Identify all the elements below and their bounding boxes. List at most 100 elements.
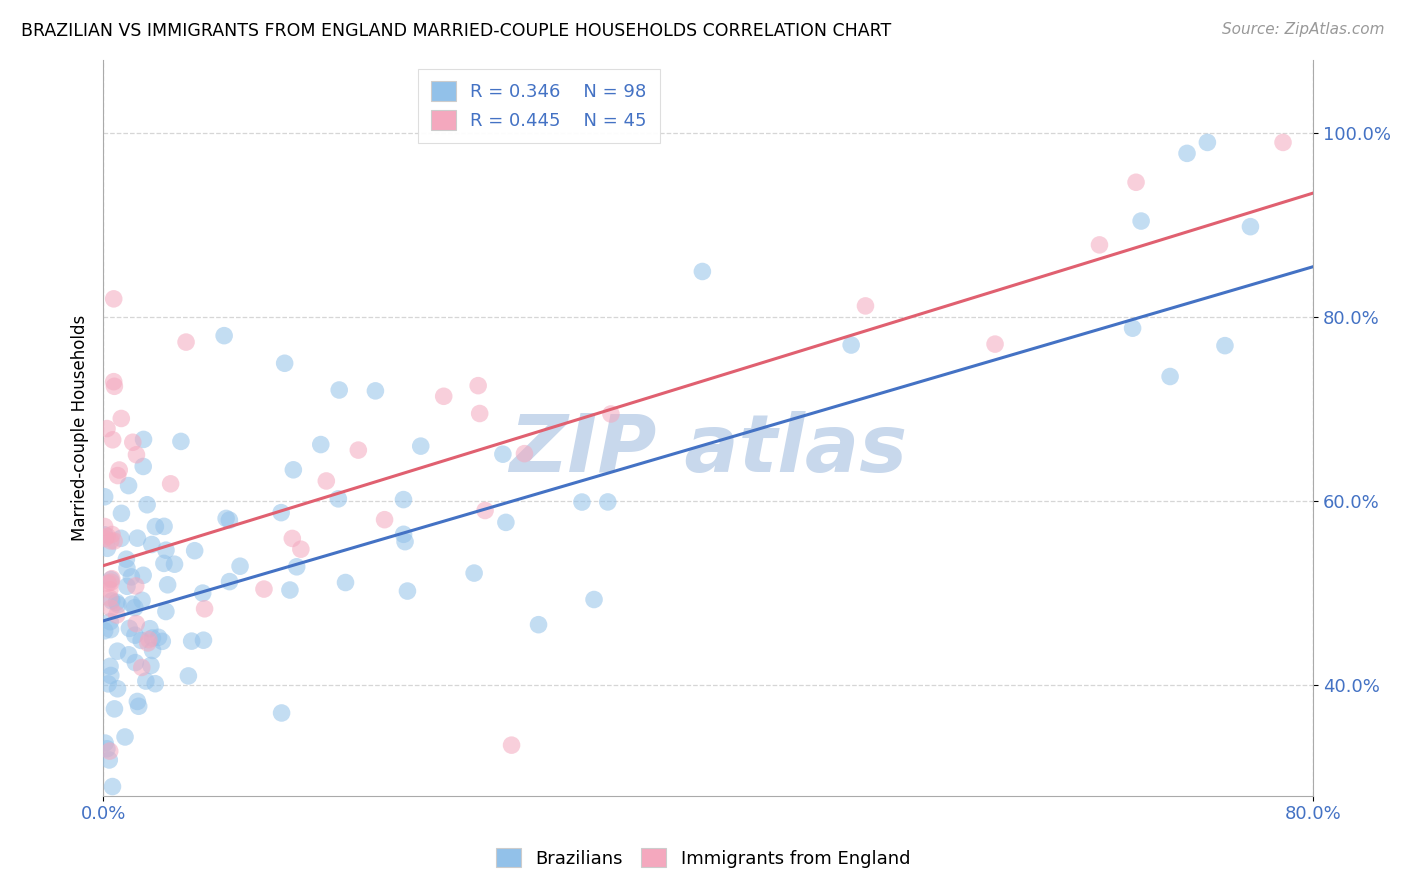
Point: [93, 519, 115, 533]
Point: [396, 584, 419, 599]
Point: [474, 503, 496, 517]
Point: [433, 389, 456, 403]
Point: [93, 528, 115, 542]
Point: [1122, 321, 1144, 335]
Point: [124, 628, 146, 642]
Point: [125, 616, 148, 631]
Point: [492, 447, 515, 461]
Point: [281, 532, 304, 546]
Point: [96, 421, 118, 435]
Point: [571, 495, 593, 509]
Point: [170, 434, 193, 449]
Point: [98, 582, 121, 597]
Point: [107, 681, 129, 696]
Point: [101, 780, 124, 794]
Legend: Brazilians, Immigrants from England: Brazilians, Immigrants from England: [485, 837, 921, 879]
Point: [273, 356, 295, 370]
Point: [93, 490, 115, 504]
Point: [253, 582, 276, 596]
Point: [194, 602, 217, 616]
Point: [143, 676, 166, 690]
Point: [212, 328, 235, 343]
Point: [100, 601, 122, 615]
Point: [93, 532, 115, 546]
Text: ZIP atlas: ZIP atlas: [509, 410, 907, 489]
Point: [191, 586, 214, 600]
Point: [100, 575, 122, 590]
Point: [153, 557, 176, 571]
Point: [285, 559, 308, 574]
Point: [315, 474, 337, 488]
Point: [1130, 214, 1153, 228]
Point: [101, 594, 124, 608]
Point: [156, 578, 179, 592]
Point: [229, 559, 252, 574]
Point: [110, 411, 132, 425]
Point: [1239, 219, 1261, 234]
Point: [839, 338, 862, 352]
Point: [129, 633, 152, 648]
Point: [1125, 175, 1147, 189]
Point: [1272, 136, 1295, 150]
Point: [278, 582, 301, 597]
Point: [163, 558, 186, 572]
Point: [132, 568, 155, 582]
Point: [692, 264, 714, 278]
Point: [103, 379, 125, 393]
Point: [136, 498, 159, 512]
Point: [101, 433, 124, 447]
Point: [600, 407, 623, 421]
Point: [98, 753, 121, 767]
Point: [127, 694, 149, 708]
Point: [118, 648, 141, 662]
Point: [495, 516, 517, 530]
Point: [98, 659, 121, 673]
Point: [1159, 369, 1181, 384]
Point: [135, 674, 157, 689]
Point: [177, 669, 200, 683]
Point: [101, 527, 124, 541]
Point: [394, 534, 416, 549]
Point: [124, 600, 146, 615]
Point: [98, 591, 121, 605]
Point: [174, 335, 197, 350]
Point: [98, 615, 121, 629]
Point: [121, 597, 143, 611]
Point: [583, 592, 606, 607]
Point: [335, 575, 357, 590]
Point: [94, 736, 117, 750]
Point: [364, 384, 387, 398]
Point: [132, 459, 155, 474]
Point: [374, 513, 396, 527]
Point: [136, 636, 159, 650]
Point: [145, 519, 167, 533]
Point: [120, 570, 142, 584]
Point: [392, 527, 415, 541]
Point: [142, 643, 165, 657]
Point: [103, 702, 125, 716]
Y-axis label: Married-couple Households: Married-couple Households: [72, 315, 89, 541]
Point: [131, 660, 153, 674]
Point: [159, 476, 181, 491]
Point: [100, 668, 122, 682]
Point: [107, 644, 129, 658]
Point: [93, 624, 115, 638]
Point: [97, 576, 120, 591]
Point: [114, 730, 136, 744]
Point: [155, 543, 177, 558]
Point: [150, 634, 173, 648]
Point: [128, 699, 150, 714]
Point: [218, 574, 240, 589]
Point: [96, 529, 118, 543]
Point: [392, 492, 415, 507]
Point: [1175, 146, 1198, 161]
Point: [101, 572, 124, 586]
Point: [138, 632, 160, 647]
Point: [98, 744, 121, 758]
Point: [153, 519, 176, 533]
Point: [100, 623, 122, 637]
Point: [115, 552, 138, 566]
Point: [183, 543, 205, 558]
Point: [96, 741, 118, 756]
Point: [141, 631, 163, 645]
